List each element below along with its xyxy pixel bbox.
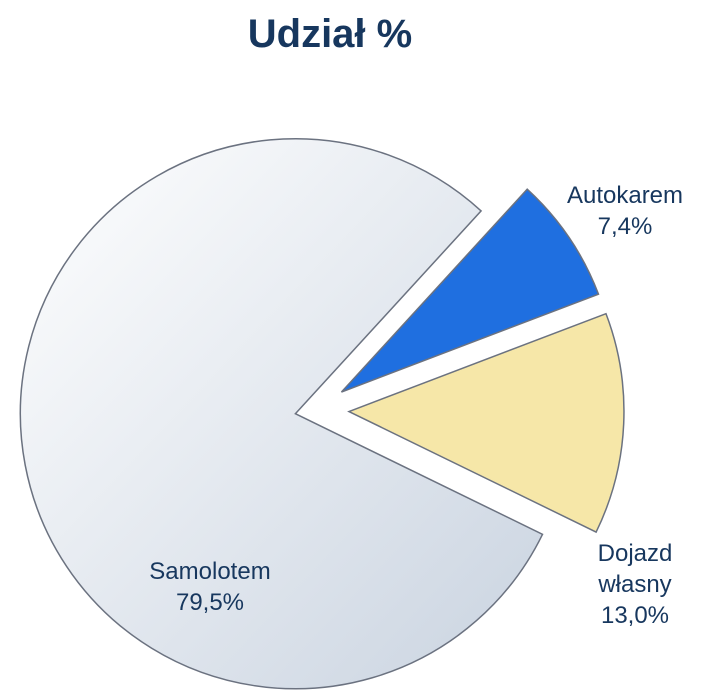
value-label: 13,0%: [570, 600, 700, 631]
value-label: 79,5%: [100, 587, 320, 618]
category-label: Samolotem: [100, 556, 320, 587]
category-label: Autokarem: [540, 180, 710, 211]
category-label: Dojazd własny: [570, 538, 700, 600]
value-label: 7,4%: [540, 211, 710, 242]
chart: Udział % Samolotem79,5%Autokarem7,4%Doja…: [0, 0, 714, 691]
